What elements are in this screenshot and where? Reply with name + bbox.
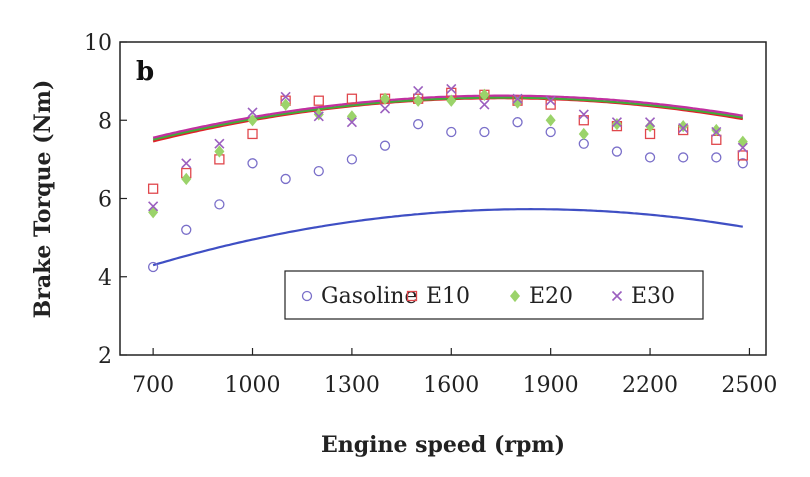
point-gasoline-13 (578, 138, 589, 149)
legend-marker-e30 (611, 290, 623, 302)
point-e30-15 (644, 117, 656, 128)
point-gasoline-2 (214, 199, 225, 210)
point-e10-0 (147, 183, 159, 194)
point-e30-6 (346, 117, 357, 128)
point-e20-16 (678, 119, 689, 133)
point-gasoline-6 (346, 154, 358, 165)
point-e20-4 (280, 98, 291, 111)
point-e30-5 (313, 111, 324, 122)
panel-label: b (136, 57, 154, 87)
x-axis-title: Engine speed (rpm) (321, 432, 565, 458)
point-gasoline-5 (313, 165, 324, 177)
point-e30-3 (247, 107, 258, 118)
point-gasoline-16 (678, 152, 689, 163)
legend-label-e30: E30 (631, 284, 675, 309)
point-e30-0 (148, 201, 159, 212)
point-e20-8 (413, 94, 424, 107)
point-e20-17 (711, 123, 722, 137)
x-tick-label-6: 2500 (721, 373, 777, 398)
point-e10-17 (711, 134, 722, 145)
x-tick-label-1: 1000 (225, 373, 281, 398)
point-e20-3 (247, 114, 258, 127)
point-gasoline-8 (413, 119, 424, 130)
point-gasoline-0 (147, 261, 159, 273)
legend-label-e10: E10 (426, 284, 470, 309)
x-tick-label-3: 1600 (423, 373, 479, 398)
point-e30-4 (280, 91, 291, 102)
point-e30-14 (611, 117, 622, 128)
point-e30-11 (512, 93, 523, 104)
point-e30-17 (711, 126, 722, 138)
point-e10-6 (346, 93, 358, 104)
point-gasoline-10 (479, 126, 490, 138)
x-tick-label-5: 2200 (622, 373, 678, 398)
point-e20-13 (578, 127, 589, 141)
point-gasoline-18 (737, 158, 748, 169)
point-e20-7 (380, 92, 391, 105)
point-e30-2 (214, 138, 225, 149)
axis-ticks: 700 1000 1300 1600 1900 2200 2500 2 4 6 8 10 (84, 31, 777, 398)
fit-line-gasoline (152, 207, 743, 267)
y-tick-label-1: 4 (98, 266, 112, 291)
point-gasoline-3 (247, 158, 258, 169)
point-e20-12 (545, 114, 556, 127)
y-tick-label-4: 10 (84, 31, 112, 56)
point-e30-16 (678, 123, 689, 134)
point-gasoline-9 (446, 126, 457, 138)
point-gasoline-1 (181, 224, 192, 235)
point-gasoline-7 (379, 140, 391, 151)
point-e20-10 (479, 88, 490, 101)
legend-label-gasoline: Gasoline (321, 284, 418, 309)
x-tick-label-0: 700 (132, 373, 174, 398)
point-gasoline-14 (611, 146, 623, 157)
legend-marker-e10 (406, 290, 418, 302)
point-e10-5 (313, 95, 324, 106)
point-e30-18 (737, 142, 748, 153)
point-e20-1 (181, 172, 192, 186)
point-e30-7 (379, 103, 391, 114)
legend: Gasoline E10 E20 E30 (284, 270, 704, 320)
point-e30-8 (413, 85, 424, 96)
point-e10-3 (247, 128, 258, 140)
point-e30-10 (479, 99, 490, 110)
y-tick-label-3: 8 (98, 109, 112, 134)
point-gasoline-4 (280, 173, 291, 185)
point-e30-9 (446, 83, 457, 95)
point-gasoline-17 (711, 152, 722, 163)
point-e30-13 (578, 109, 589, 120)
point-e10-18 (737, 150, 748, 161)
point-e20-14 (611, 118, 622, 131)
point-gasoline-12 (545, 126, 556, 138)
y-tick-label-2: 6 (98, 188, 112, 213)
legend-marker-gasoline (301, 290, 313, 302)
point-e20-9 (446, 94, 457, 107)
point-gasoline-15 (644, 152, 656, 163)
legend-box (284, 270, 704, 320)
x-tick-label-4: 1900 (523, 373, 579, 398)
point-gasoline-11 (512, 117, 523, 128)
y-tick-label-0: 2 (98, 344, 112, 369)
y-axis-title: Brake Torque (Nm) (30, 80, 56, 319)
point-e30-12 (545, 95, 556, 106)
point-e20-2 (214, 145, 225, 158)
point-e30-1 (181, 158, 192, 169)
x-tick-label-2: 1300 (324, 373, 380, 398)
data-markers (147, 83, 748, 273)
fit-lines (152, 94, 743, 267)
legend-label-e20: E20 (529, 284, 573, 309)
point-e10-13 (578, 115, 589, 126)
legend-marker-e20 (509, 289, 521, 303)
